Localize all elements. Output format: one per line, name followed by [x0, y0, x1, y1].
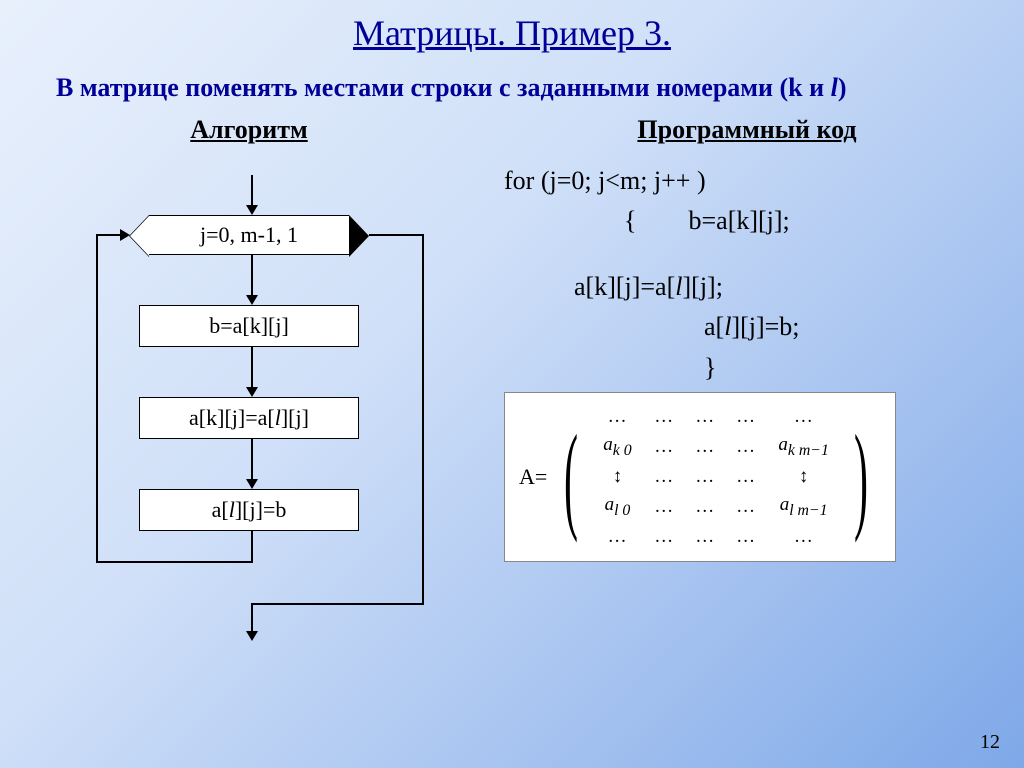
flow-line	[251, 175, 253, 205]
algorithm-heading: Алгоритм	[34, 115, 464, 145]
flow-loop-text: j=0, m-1, 1	[200, 222, 298, 248]
matrix-cell: …	[725, 403, 766, 431]
paren-left-icon: (	[564, 427, 578, 527]
flow-line	[251, 255, 253, 295]
matrix-cell: …	[591, 403, 643, 431]
matrix-figure: A= ( … … … … … ak 0 … … … ak m	[504, 392, 896, 562]
flow-step-1: b=a[k][j]	[139, 305, 359, 347]
flow-line	[96, 561, 253, 563]
matrix-cell: …	[644, 431, 685, 463]
matrix-label: A=	[519, 464, 547, 490]
arrow-down-icon	[246, 205, 258, 215]
matrix-cell: …	[591, 523, 643, 551]
matrix-cell: …	[644, 463, 685, 491]
slide-subtitle: В матрице поменять местами строки с зада…	[0, 54, 1024, 105]
arrow-down-icon	[246, 631, 258, 641]
matrix-cell: …	[766, 523, 841, 551]
matrix-cell: …	[644, 403, 685, 431]
matrix-cell: ak 0	[591, 431, 643, 463]
matrix-cell: …	[725, 491, 766, 523]
flow-line	[251, 531, 253, 561]
paren-right-icon: )	[854, 427, 868, 527]
matrix-swap-icon: ↕	[591, 463, 643, 491]
arrow-down-icon	[246, 479, 258, 489]
flow-step-3: a[l][j]=b	[139, 489, 359, 531]
flow-step-1-text: b=a[k][j]	[209, 313, 289, 339]
flow-step-3-text: a[l][j]=b	[212, 497, 287, 523]
slide-title: Матрицы. Пример 3.	[0, 0, 1024, 54]
flow-line	[96, 234, 98, 563]
subtitle-text-1: В матрице поменять местами строки с зада…	[56, 73, 831, 102]
code-brace-close: }	[504, 348, 990, 388]
flow-step-2-text: a[k][j]=a[l][j]	[189, 405, 309, 431]
matrix-cell: …	[685, 463, 726, 491]
code-heading: Программный код	[504, 115, 990, 145]
code-line-4: a[l][j]=b;	[504, 307, 990, 347]
matrix-cell: …	[725, 431, 766, 463]
arrow-down-icon	[246, 387, 258, 397]
subtitle-text-3: )	[838, 73, 847, 102]
code-block: for (j=0; j<m; j++ ) { b=a[k][j]; a[k][j…	[504, 145, 990, 388]
code-line-1: for (j=0; j<m; j++ )	[504, 161, 990, 201]
code-brace-open: {	[624, 206, 636, 235]
matrix-cell: …	[685, 431, 726, 463]
matrix-cell: …	[685, 403, 726, 431]
matrix-cell: al 0	[591, 491, 643, 523]
matrix-swap-icon: ↕	[766, 463, 841, 491]
arrow-right-icon	[120, 229, 130, 241]
flow-loop-header: j=0, m-1, 1	[149, 215, 349, 255]
flow-line	[369, 234, 424, 236]
matrix-cell: …	[725, 523, 766, 551]
flow-step-2: a[k][j]=a[l][j]	[139, 397, 359, 439]
code-line-2: { b=a[k][j];	[504, 201, 990, 241]
flowchart: j=0, m-1, 1 b=a[k][j] a[k][j]=a[l][j] a[…	[34, 145, 464, 645]
matrix-cell: …	[725, 463, 766, 491]
flow-line	[251, 347, 253, 387]
matrix-cell: al m−1	[766, 491, 841, 523]
matrix-cell: ak m−1	[766, 431, 841, 463]
matrix-cell: …	[766, 403, 841, 431]
code-stmt-1: b=a[k][j];	[688, 206, 789, 235]
subtitle-italic-l: l	[831, 73, 838, 102]
matrix-cell: …	[685, 523, 726, 551]
matrix-table: … … … … … ak 0 … … … ak m−1 ↕	[591, 403, 841, 551]
page-number: 12	[980, 731, 1000, 754]
flow-line	[251, 603, 253, 631]
flow-line	[251, 603, 424, 605]
matrix-cell: …	[644, 491, 685, 523]
flow-line	[251, 439, 253, 479]
code-line-3: a[k][j]=a[l][j];	[504, 267, 990, 307]
matrix-cell: …	[644, 523, 685, 551]
matrix-cell: …	[685, 491, 726, 523]
arrow-down-icon	[246, 295, 258, 305]
flow-line	[422, 234, 424, 605]
